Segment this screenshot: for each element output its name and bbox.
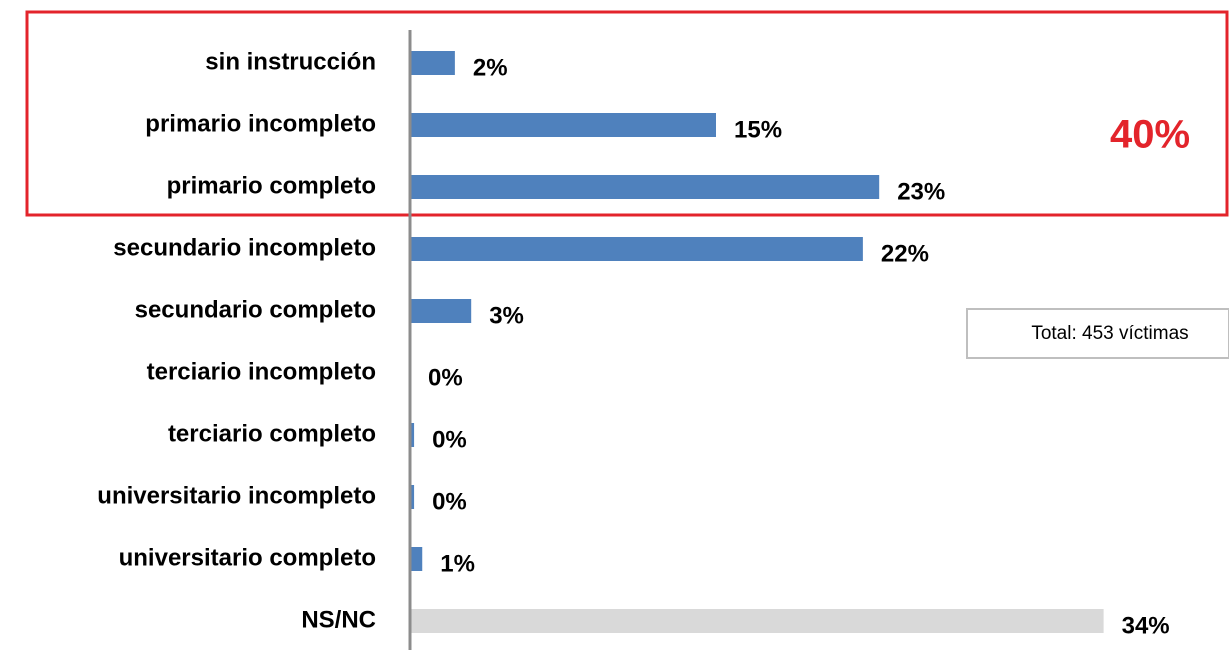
category-label: secundario incompleto — [113, 234, 376, 261]
value-label: 15% — [734, 116, 782, 143]
value-label: 34% — [1122, 612, 1170, 639]
bar — [410, 175, 880, 199]
bar — [410, 299, 472, 323]
bar — [410, 113, 716, 137]
category-label: terciario completo — [168, 420, 376, 447]
bar — [410, 237, 863, 261]
highlight-box — [25, 10, 1229, 217]
category-label: primario completo — [167, 172, 376, 199]
value-label: 23% — [897, 178, 945, 205]
total-annotation: Total: 453 víctimas — [1031, 323, 1188, 344]
value-label: 3% — [489, 302, 524, 329]
value-label: 1% — [440, 550, 475, 577]
category-label: universitario incompleto — [97, 482, 376, 509]
category-label: primario incompleto — [145, 110, 376, 137]
bar — [410, 423, 415, 447]
bar — [410, 51, 455, 75]
category-label: NS/NC — [301, 606, 376, 633]
category-label: sin instrucción — [205, 48, 376, 75]
category-label: universitario completo — [119, 544, 376, 571]
value-label: 2% — [473, 54, 508, 81]
highlight-annotation: 40% — [1110, 113, 1190, 157]
category-label: terciario incompleto — [147, 358, 376, 385]
bar — [410, 609, 1104, 633]
value-label: 0% — [432, 488, 467, 515]
total-box — [966, 308, 1229, 359]
category-label: secundario completo — [135, 296, 376, 323]
bar — [410, 547, 423, 571]
value-label: 0% — [428, 364, 463, 391]
value-label: 0% — [432, 426, 467, 453]
value-label: 22% — [881, 240, 929, 267]
bar — [410, 485, 415, 509]
